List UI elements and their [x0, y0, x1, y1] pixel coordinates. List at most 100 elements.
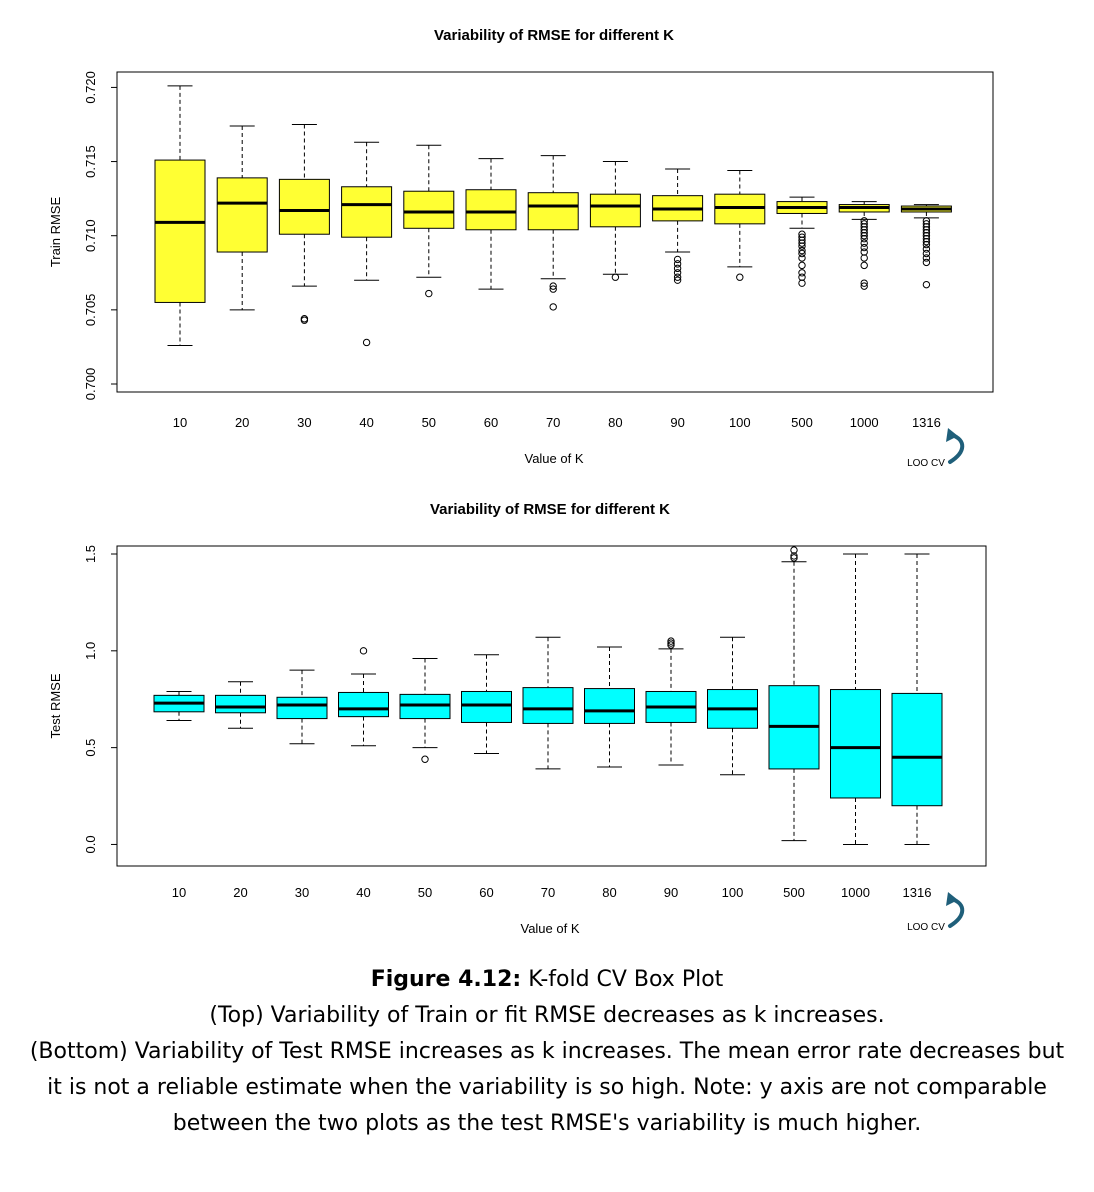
box-iqr	[154, 159, 206, 303]
box-iqr	[403, 190, 455, 229]
outlier-point	[667, 637, 675, 645]
outlier-point	[798, 261, 806, 270]
x-tick-label: 90	[664, 885, 678, 900]
boxes	[153, 546, 943, 845]
x-tick-label: 80	[608, 415, 622, 430]
x-tick-label: 1316	[912, 415, 941, 430]
arrow-head-icon	[946, 892, 958, 906]
x-axis: 10 20 30 40 50 60 70 80 90 100 500 1000 1316	[172, 885, 932, 900]
box-iqr	[522, 687, 574, 724]
x-tick-label: 10	[173, 415, 187, 430]
outlier-point	[922, 237, 931, 246]
x-tick-label: 90	[670, 415, 684, 430]
y-tick-label: 0.700	[83, 368, 98, 401]
outlier-point	[549, 282, 557, 290]
outlier-point	[359, 647, 368, 655]
box-iqr	[338, 691, 389, 718]
box-iqr	[891, 692, 943, 807]
outlier-point	[425, 289, 433, 298]
outlier-point	[300, 315, 309, 323]
outlier-point	[922, 254, 931, 262]
outlier-point	[790, 552, 798, 560]
box-iqr	[465, 189, 517, 231]
outlier-point	[860, 282, 868, 290]
outlier-point	[798, 239, 806, 247]
outlier-point	[673, 269, 682, 277]
outlier-point	[790, 546, 798, 554]
outlier-point	[300, 316, 309, 324]
box-iqr	[216, 177, 268, 253]
outlier-point	[611, 273, 620, 281]
outlier-point	[790, 554, 798, 562]
chart-title: Variability of RMSE for different K	[430, 501, 670, 518]
box-iqr	[584, 688, 635, 724]
x-tick-label: 60	[479, 885, 493, 900]
x-tick-label: 500	[791, 415, 813, 430]
plot-frame	[116, 71, 994, 393]
outlier-point	[673, 276, 682, 284]
x-tick-label: 30	[295, 885, 309, 900]
loo-cv-annotation: LOO CV	[907, 922, 945, 933]
outlier-point	[922, 249, 931, 258]
outlier-point	[798, 269, 806, 277]
outlier-point	[673, 255, 682, 264]
loo-cv-annotation: LOO CV	[907, 458, 945, 469]
outlier-point	[736, 273, 744, 281]
x-axis-label: Value of K	[520, 921, 579, 936]
y-axis-label: Test RMSE	[48, 673, 63, 738]
train-rmse-box-plot: Variability of RMSE for different K 0.70…	[48, 27, 994, 469]
x-tick-label: 70	[541, 885, 555, 900]
box-iqr	[527, 192, 579, 231]
x-tick-label: 50	[418, 885, 432, 900]
outlier-point	[798, 279, 806, 287]
figure-caption: Figure 4.12: K-fold CV Box Plot (Top) Va…	[20, 962, 1074, 1142]
x-tick-label: 1000	[841, 885, 870, 900]
y-tick-label: 0.715	[83, 145, 98, 178]
x-tick-label: 70	[546, 415, 560, 430]
y-tick-label: 1.0	[83, 642, 98, 660]
outlier-point	[860, 261, 868, 270]
x-tick-label: 100	[729, 415, 751, 430]
outlier-point	[549, 303, 557, 311]
figure-label: Figure 4.12:	[370, 967, 522, 992]
x-tick-label: 1316	[903, 885, 932, 900]
x-tick-label: 1000	[850, 415, 879, 430]
x-tick-label: 500	[783, 885, 805, 900]
x-axis: 10 20 30 40 50 60 70 80 90 100 500 1000 1316	[173, 415, 941, 430]
x-tick-label: 100	[722, 885, 744, 900]
caption-line-bottom: (Bottom) Variability of Test RMSE increa…	[29, 1039, 1065, 1136]
y-axis: 0.0 0.5 1.0 1.5	[83, 545, 117, 853]
outlier-point	[798, 246, 806, 255]
x-tick-label: 20	[235, 415, 249, 430]
outlier-point	[667, 641, 675, 649]
y-tick-label: 0.0	[83, 835, 98, 853]
box-iqr	[278, 178, 330, 235]
y-tick-label: 0.5	[83, 739, 98, 757]
caption-heading: Figure 4.12: K-fold CV Box Plot	[20, 962, 1074, 998]
outlier-point	[673, 260, 682, 268]
outlier-point	[860, 243, 868, 252]
outlier-point	[673, 273, 682, 281]
outlier-point	[922, 280, 931, 289]
outlier-point	[421, 755, 429, 763]
test-rmse-box-plot: Variability of RMSE for different K 0.00…	[48, 501, 987, 936]
box-iqr	[276, 696, 328, 720]
y-tick-label: 0.705	[83, 294, 98, 327]
y-axis: 0.700 0.705 0.710 0.715 0.720	[83, 71, 117, 400]
y-tick-label: 0.710	[83, 219, 98, 252]
box-iqr	[215, 694, 266, 714]
outlier-point	[860, 232, 868, 240]
y-tick-label: 1.5	[83, 545, 98, 563]
y-axis-label: Train RMSE	[48, 197, 63, 268]
figure-title: K-fold CV Box Plot	[521, 967, 724, 992]
outlier-point	[922, 245, 931, 253]
outlier-point	[362, 338, 371, 347]
box-iqr	[461, 690, 512, 723]
box-iqr	[830, 689, 881, 799]
x-tick-label: 40	[359, 415, 373, 430]
outlier-point	[667, 639, 675, 647]
outlier-point	[860, 234, 868, 243]
outlier-point	[798, 254, 806, 262]
x-tick-label: 60	[484, 415, 498, 430]
y-tick-label: 0.720	[83, 71, 98, 104]
